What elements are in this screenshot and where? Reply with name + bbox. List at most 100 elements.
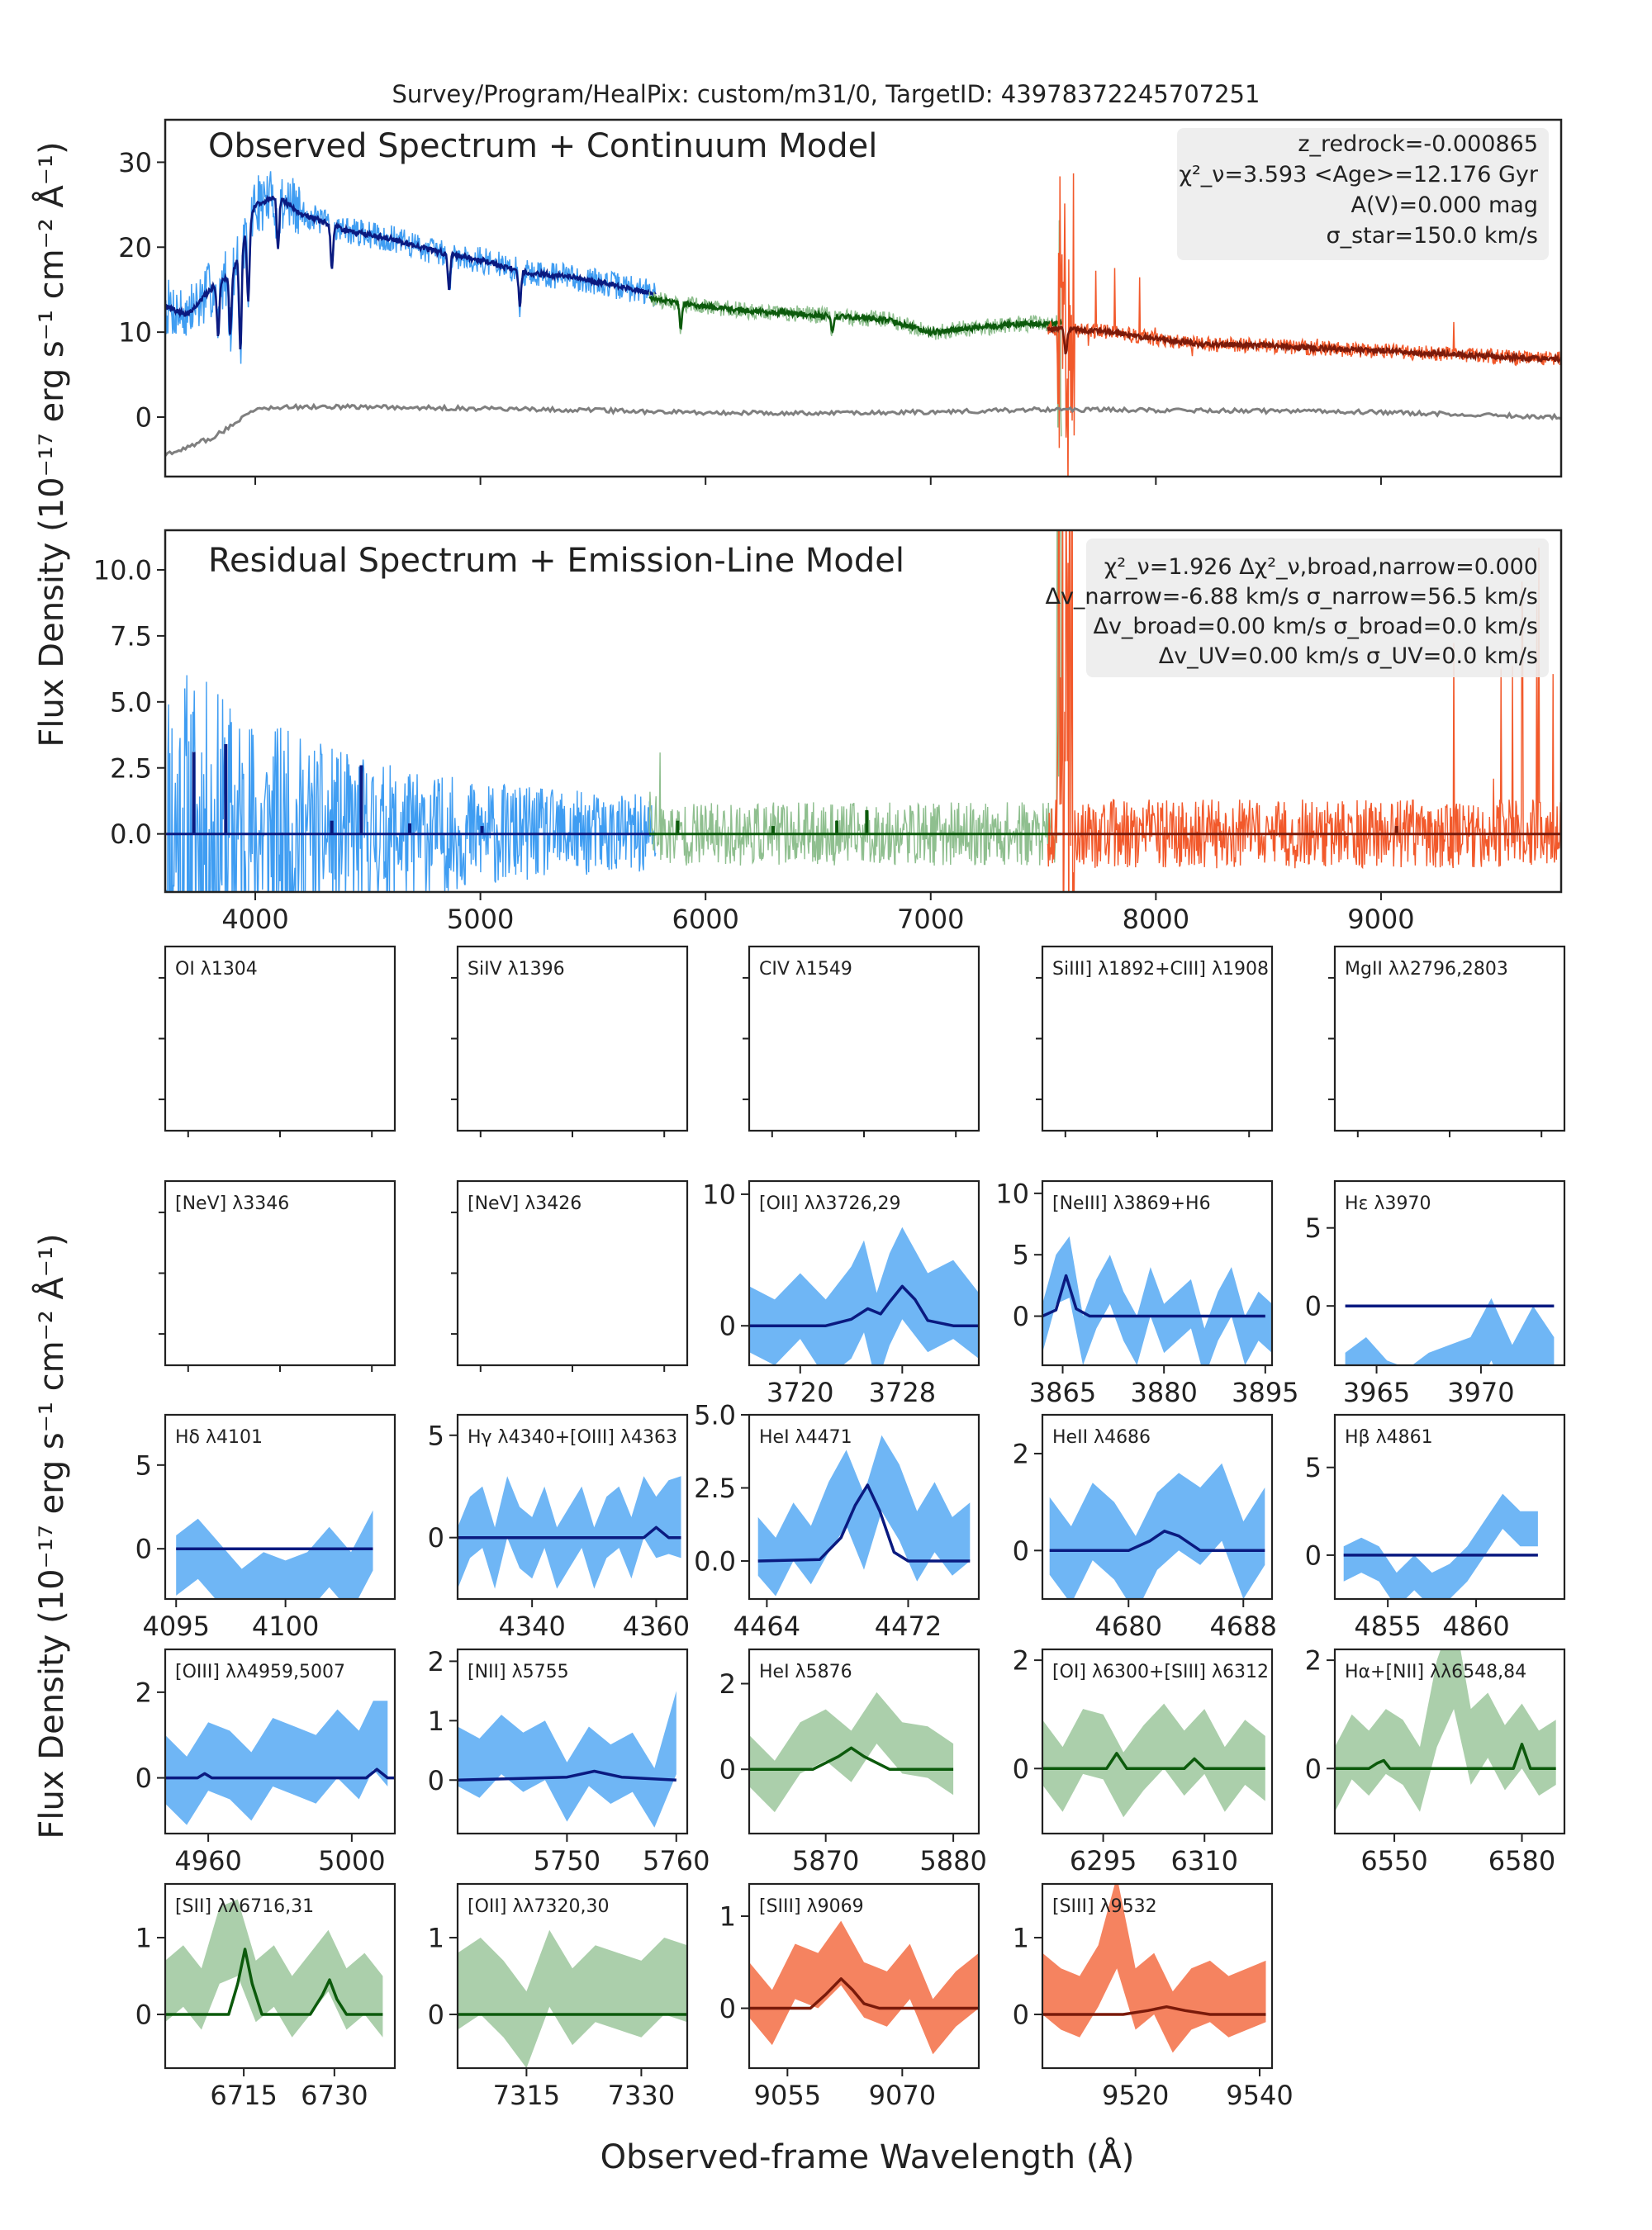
line-panel: SiIV λ1396	[451, 945, 689, 1137]
line-panel-frame	[1333, 1648, 1566, 1835]
continuum-ytick-label: 30	[118, 147, 152, 178]
line-panel-label: MgII λλ2796,2803	[1345, 959, 1508, 980]
line-panel-data-band	[165, 1899, 383, 2038]
line-panel-xtick-label: 4688	[1210, 1611, 1277, 1642]
line-panel-label: Hβ λ4861	[1345, 1427, 1433, 1448]
line-panel-ytick-label: 2	[428, 1646, 444, 1677]
continuum-frame	[164, 118, 1563, 478]
line-panel-ytick-label: 0	[135, 1534, 152, 1565]
continuum-panel: 0 10 20 30 Observed Spectrum + Continuum Mod…	[118, 118, 1563, 485]
line-panel-label: [OII] λλ7320,30	[468, 1896, 609, 1917]
line-panel-xtick-label: 3720	[767, 1377, 833, 1408]
line-panel-plot-area	[458, 1929, 687, 2068]
continuum-ytick-label: 20	[118, 232, 152, 263]
line-panel-xtick-label: 4100	[252, 1611, 319, 1642]
residual-ytick-label: 2.5	[110, 752, 152, 784]
line-panel-xtick-label: 4464	[733, 1611, 800, 1642]
line-panel-xtick-label: 6310	[1171, 1845, 1238, 1877]
residual-xtick-label: 6000	[672, 904, 738, 935]
line-panel-ytick-label: 0	[428, 1765, 444, 1796]
line-panel-ytick-label: 2	[719, 1668, 736, 1700]
line-panel-plot-area	[1042, 1236, 1272, 1365]
line-panel-model	[458, 1525, 681, 1540]
line-panel-plot-area	[1335, 1649, 1556, 1812]
line-panel-plot-area	[1042, 1884, 1266, 2053]
continuum-data-r	[648, 220, 1062, 437]
continuum-annotation-line: A(V)=0.000 mag	[1351, 192, 1539, 218]
line-panel-xtick-label: 7330	[608, 2080, 675, 2111]
line-panel-ytick-label: 0	[719, 1754, 736, 1786]
line-panel: 5870 5880 0 2 HeI λ5876	[719, 1648, 987, 1877]
line-panel-ytick-label: 0	[1305, 1291, 1322, 1322]
line-panel-ytick-label: 5	[135, 1450, 152, 1481]
line-panel: 4464 4472 0.0 2.5 5.0 HeI λ4471	[694, 1400, 980, 1642]
line-panel-label: [OI] λ6300+[SIII] λ6312	[1052, 1662, 1269, 1682]
line-panel-data-band	[1049, 1463, 1265, 1599]
continuum-model-r	[648, 295, 1063, 339]
residual-data-z	[1047, 530, 1561, 892]
line-panel-label: [NeV] λ3346	[175, 1193, 289, 1214]
line-panel-label: HeI λ5876	[759, 1662, 852, 1682]
line-panel-xtick-label: 9520	[1102, 2080, 1169, 2111]
line-panel-xtick-label: 5000	[318, 1845, 385, 1877]
line-panel-xtick-label: 7315	[493, 2080, 560, 2111]
residual-data-r	[648, 530, 1062, 866]
line-panel-xtick-label: 6295	[1070, 1845, 1137, 1877]
line-panel-xtick-label: 9540	[1226, 2080, 1293, 2111]
continuum-model-z	[1047, 325, 1561, 364]
residual-xtick-label: 4000	[221, 904, 288, 935]
continuum-title: Observed Spectrum + Continuum Model	[208, 127, 877, 165]
line-panel-ytick-label: 0	[1013, 1301, 1029, 1332]
line-panel-label: [SII] λλ6716,31	[175, 1896, 314, 1917]
line-panel-ytick-label: 1	[428, 1923, 444, 1954]
line-panel-model	[749, 1284, 979, 1327]
y-axis-label-top: Flux Density (10⁻¹⁷ erg s⁻¹ cm⁻² Å⁻¹)	[31, 141, 71, 747]
line-panel-xtick-label: 6715	[210, 2080, 277, 2111]
line-panel-xtick-label: 3728	[869, 1377, 936, 1408]
line-panel-frame	[456, 1882, 689, 2070]
line-panel-ytick-label: 5	[1013, 1240, 1029, 1271]
line-panel-ytick-label: 0	[428, 1522, 444, 1554]
x-axis-label: Observed-frame Wavelength (Å)	[601, 2137, 1135, 2176]
line-panel: 4095 4100 0 5 Hδ λ4101	[135, 1413, 396, 1642]
residual-xtick-label: 5000	[447, 904, 514, 935]
line-panel-frame	[456, 1648, 689, 1835]
line-panel-data-band	[757, 1435, 971, 1597]
line-panel-xtick-label: 3865	[1029, 1377, 1096, 1408]
line-panel-xtick-label: 4095	[143, 1611, 210, 1642]
continuum-annotation-box	[1177, 128, 1549, 260]
line-panel-data-band	[458, 1691, 676, 1828]
line-panel-xtick-label: 5880	[919, 1845, 986, 1877]
line-panel-plot-area	[1343, 1493, 1538, 1599]
line-panel-xtick-label: 6730	[301, 2080, 368, 2111]
line-panel-frame	[1041, 1648, 1274, 1835]
line-panel-xtick-label: 4360	[623, 1611, 690, 1642]
line-panel-xtick-label: 6550	[1360, 1845, 1427, 1877]
line-panel-label: [SIII] λ9069	[759, 1896, 864, 1917]
residual-annotation-line: Δv_UV=0.00 km/s σ_UV=0.0 km/s	[1159, 643, 1538, 669]
line-panel-plot-area	[749, 1226, 979, 1365]
line-panel-plot-area	[458, 1691, 676, 1828]
continuum-annotation-line: σ_star=150.0 km/s	[1326, 223, 1538, 249]
line-panel-data-band	[749, 1920, 979, 2055]
line-panel-frame	[748, 1882, 980, 2070]
line-panel-ytick-label: 2.5	[694, 1473, 736, 1504]
line-panel: [NeV] λ3346	[159, 1179, 396, 1372]
line-panel-plot-area	[165, 1701, 395, 1825]
line-panel-frame	[1041, 1882, 1274, 2070]
line-panel-ytick-label: 5.0	[694, 1400, 736, 1431]
line-panel-ytick-label: 10	[702, 1179, 736, 1210]
residual-ytick-label: 7.5	[110, 620, 152, 652]
line-panel-xtick-label: 4960	[174, 1845, 241, 1877]
residual-panel: 4000 5000 6000 7000 8000 9000 0.0 2.5 5.0 7.5 10.0…	[93, 529, 1563, 935]
line-panel-plot-area	[165, 1899, 383, 2038]
line-panel-label: [NeV] λ3426	[468, 1193, 582, 1214]
line-panel: OI λ1304	[159, 945, 396, 1137]
line-panel-frame	[1333, 1179, 1566, 1367]
continuum-ytick-label: 0	[135, 402, 152, 434]
line-panel-ytick-label: 0	[135, 1763, 152, 1794]
line-panel: 7315 7330 0 1 [OII] λλ7320,30	[428, 1882, 689, 2111]
line-panel-ytick-label: 2	[1013, 1438, 1029, 1469]
line-panel-model	[1042, 2005, 1266, 2016]
line-panel-data-band	[176, 1510, 373, 1599]
